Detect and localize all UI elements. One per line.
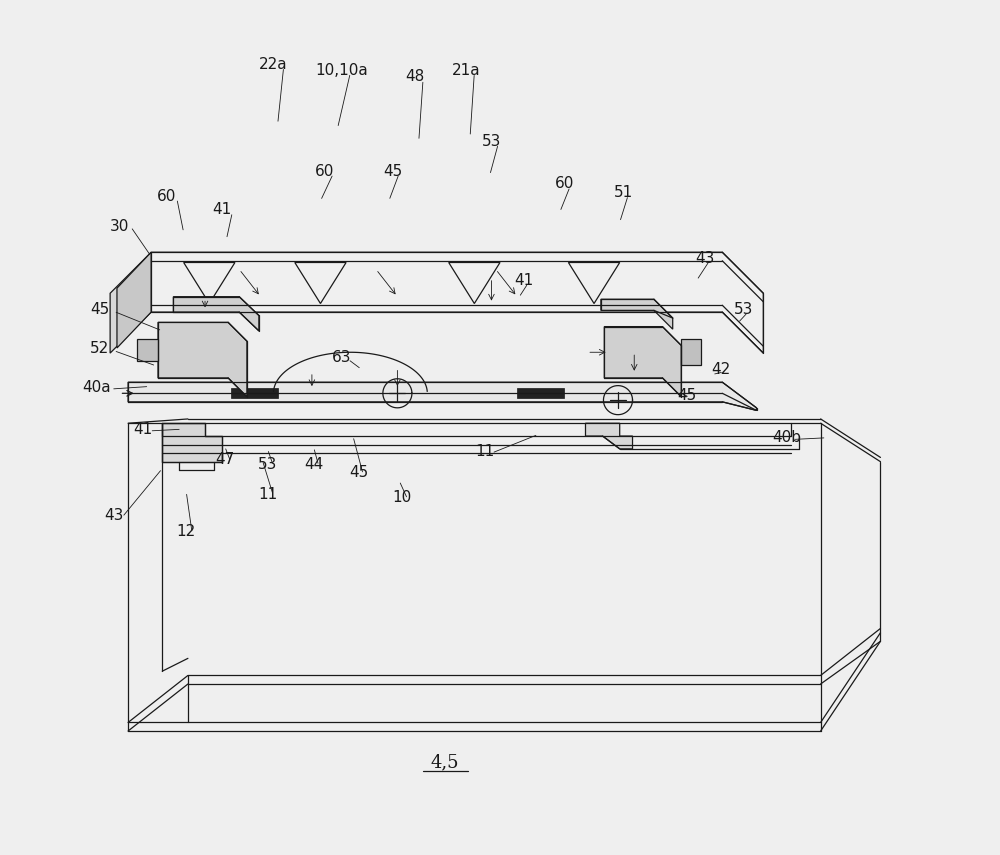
Text: 53: 53 (482, 133, 501, 149)
Polygon shape (681, 339, 701, 365)
Text: 4,5: 4,5 (430, 753, 459, 772)
Text: 40a: 40a (82, 380, 111, 395)
Bar (517, 388, 564, 398)
Text: 52: 52 (90, 341, 109, 357)
Polygon shape (117, 252, 151, 348)
Text: 42: 42 (711, 362, 730, 377)
Text: 11: 11 (475, 444, 494, 459)
Polygon shape (173, 297, 259, 331)
Polygon shape (128, 382, 757, 410)
Text: 41: 41 (514, 273, 534, 288)
Text: 45: 45 (677, 387, 696, 403)
Bar (231, 388, 278, 398)
Text: 51: 51 (614, 185, 634, 200)
Polygon shape (162, 423, 222, 462)
Polygon shape (586, 423, 633, 449)
Text: 21a: 21a (451, 62, 480, 78)
Text: 10: 10 (392, 490, 411, 505)
Text: 48: 48 (405, 69, 424, 85)
Text: 43: 43 (104, 508, 123, 523)
Text: 40b: 40b (772, 430, 801, 445)
Polygon shape (604, 327, 681, 397)
Text: 45: 45 (90, 302, 109, 317)
Text: 53: 53 (258, 457, 277, 472)
Text: 60: 60 (157, 189, 176, 204)
Text: 41: 41 (133, 422, 152, 437)
Text: 60: 60 (315, 163, 334, 179)
Text: 60: 60 (554, 176, 574, 192)
Text: 30: 30 (110, 219, 129, 234)
Text: 10,10a: 10,10a (315, 62, 368, 78)
Text: 22a: 22a (259, 56, 288, 72)
Polygon shape (601, 299, 673, 329)
Text: 53: 53 (734, 302, 753, 317)
Text: 45: 45 (383, 163, 403, 179)
Text: 63: 63 (332, 350, 352, 365)
Text: 47: 47 (215, 452, 234, 468)
Polygon shape (137, 339, 158, 361)
Polygon shape (151, 252, 763, 353)
Text: 12: 12 (177, 524, 196, 540)
Polygon shape (158, 322, 247, 397)
Text: 41: 41 (212, 202, 232, 217)
Text: 44: 44 (304, 457, 323, 472)
Text: 11: 11 (258, 486, 277, 502)
Text: 43: 43 (696, 251, 715, 266)
Text: 45: 45 (349, 465, 369, 481)
Polygon shape (110, 252, 151, 353)
